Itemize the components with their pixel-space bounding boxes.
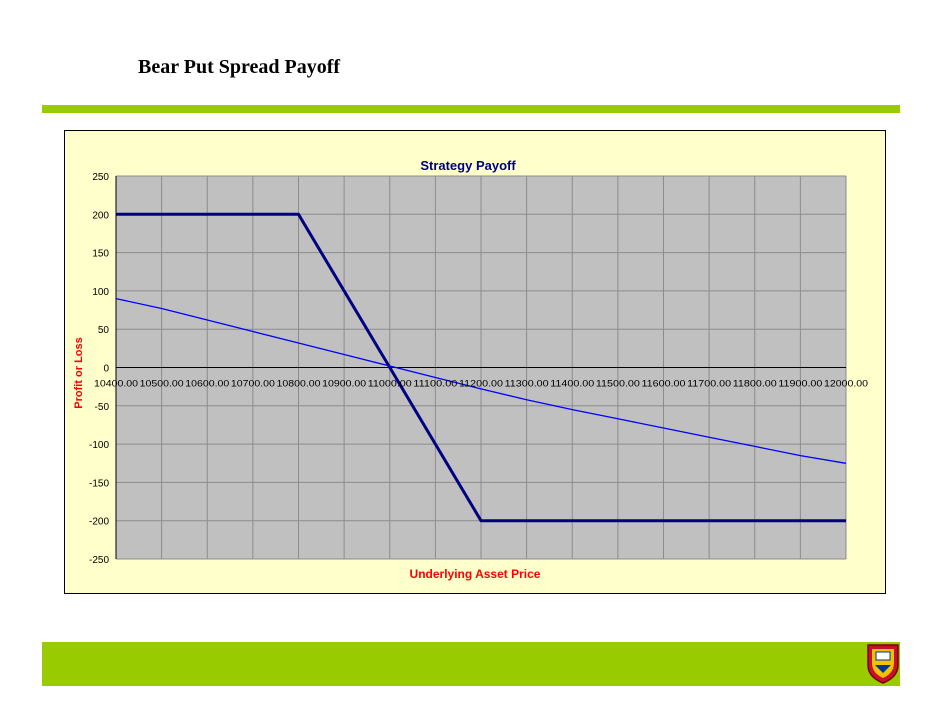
y-tick-label: -50 [95,402,110,413]
x-tick-label: 11600.00 [642,379,686,389]
y-tick-label: 50 [98,325,110,336]
strategy-payoff-chart: 250 200 150 100 50 0 -50 -100 -150 -200 -250 10400… [65,131,885,593]
x-axis-label: Underlying Asset Price [410,567,541,581]
x-tick-label: 11000.00 [368,379,412,389]
x-tick-label: 10400.00 [94,379,138,389]
series-lines [115,212,847,523]
x-tick-label: 11700.00 [687,379,731,389]
y-tick-label: 0 [103,364,109,375]
title-divider [42,105,900,113]
x-tick-label: 11500.00 [596,379,640,389]
university-crest-icon [866,643,900,685]
y-tick-label: 250 [92,172,109,183]
x-tick-label: 11200.00 [459,379,503,389]
y-tick-label: 100 [92,287,109,298]
x-tick-label: 11100.00 [413,379,457,389]
y-tick-label: -100 [89,440,109,451]
x-tick-label: 11800.00 [733,379,777,389]
y-tick-label: 200 [92,210,109,221]
y-tick-label: -200 [89,517,109,528]
slide-title: Bear Put Spread Payoff [138,56,341,78]
y-tick-label: -150 [89,478,109,489]
x-tick-label: 10800.00 [277,379,321,389]
x-tick-label: 11900.00 [778,379,822,389]
y-axis-label: Profit or Loss [73,337,85,409]
x-tick-label: 10600.00 [185,379,229,389]
x-tick-labels: 10400.00 10500.00 10600.00 10700.00 10800.00… [94,379,868,389]
x-tick-label: 10700.00 [231,379,275,389]
series-line-1 [116,212,846,523]
y-tick-label: 150 [92,249,109,260]
series-line-2 [115,297,847,464]
chart-container: 250 200 150 100 50 0 -50 -100 -150 -200 -250 10400… [64,130,886,594]
x-tick-label: 12000.00 [824,379,868,389]
y-tick-labels: 250 200 150 100 50 0 -50 -100 -150 -200 -250 [89,172,109,566]
x-tick-label: 10500.00 [140,379,184,389]
x-tick-label: 11300.00 [505,379,549,389]
y-tick-label: -250 [89,555,109,566]
x-tick-label: 10900.00 [322,379,366,389]
footer-band [42,642,900,686]
x-tick-label: 11400.00 [550,379,594,389]
gridlines [115,175,847,560]
chart-title: Strategy Payoff [420,158,516,173]
